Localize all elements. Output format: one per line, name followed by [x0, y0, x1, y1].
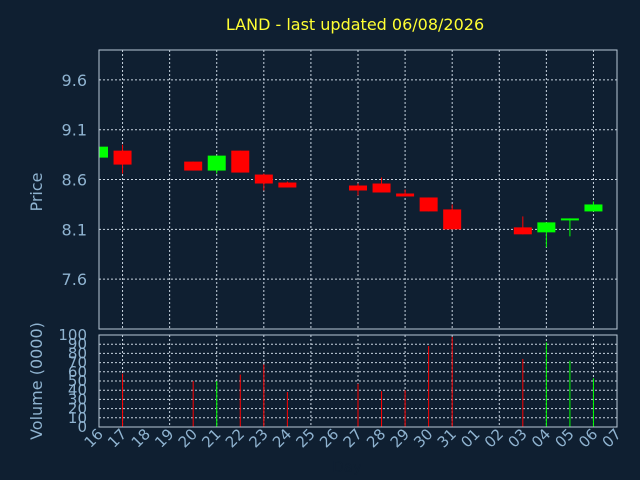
x-tick-label: 21 [198, 425, 224, 451]
price-panel: 7.6 8.1 8.6 9.1 9.6 [62, 49, 618, 330]
volume-axis-label: Volume (0000) [27, 322, 46, 440]
candle-body [207, 155, 226, 171]
x-axis: 1617181920212223242526272829303101020304… [81, 425, 625, 451]
x-tick-label: 22 [222, 425, 248, 451]
volume-tick-label: 70 [68, 354, 87, 372]
candle-body [184, 161, 203, 171]
candle-body [372, 183, 391, 193]
volume-tick-label: 0 [77, 418, 87, 436]
price-tick-label: 9.6 [62, 71, 87, 90]
x-tick-label: 07 [599, 425, 625, 451]
volume-tick-label: 100 [58, 326, 87, 344]
price-tick-label: 7.6 [62, 270, 87, 289]
volume-tick-label: 30 [68, 390, 87, 408]
x-tick-label: 24 [269, 425, 295, 451]
x-tick-label: 26 [316, 425, 342, 451]
candle-body [584, 204, 603, 212]
candle-body [231, 150, 250, 173]
x-tick-label: 01 [457, 425, 483, 451]
candle-body [99, 146, 108, 158]
volume-tick-label: 50 [68, 372, 87, 390]
volume-tick-label: 40 [68, 381, 87, 399]
chart-title: LAND - last updated 06/08/2026 [226, 15, 484, 34]
x-tick-label: 04 [528, 425, 554, 451]
volume-frame [98, 334, 618, 428]
x-tick-label: 27 [340, 425, 366, 451]
x-tick-label: 31 [434, 425, 460, 451]
price-tick-label: 8.1 [62, 220, 87, 239]
candle-body [560, 218, 579, 221]
volume-tick-label: 60 [68, 363, 87, 381]
volume-tick-label: 10 [68, 409, 87, 427]
candle-body [278, 182, 297, 188]
x-tick-label: 03 [504, 425, 530, 451]
candle-body [513, 227, 532, 235]
candle-body [419, 197, 438, 212]
price-frame [98, 49, 618, 330]
candle-body [396, 193, 415, 197]
x-tick-label: 06 [575, 425, 601, 451]
x-tick-label: 02 [481, 425, 507, 451]
candle-body [113, 150, 132, 165]
x-tick-label: 19 [151, 425, 177, 451]
x-tick-label: 29 [387, 425, 413, 451]
price-tick-label: 9.1 [62, 121, 87, 140]
candle-body [254, 174, 273, 184]
x-axis-label: Day [332, 458, 362, 476]
x-tick-label: 25 [293, 425, 319, 451]
candle-body [537, 222, 556, 233]
candle-body [443, 209, 462, 230]
volume-tick-label: 20 [68, 400, 87, 418]
x-tick-label: 30 [410, 425, 436, 451]
x-tick-label: 20 [175, 425, 201, 451]
volume-tick-label: 80 [68, 344, 87, 362]
x-tick-label: 18 [128, 425, 154, 451]
price-axis-label: Price [27, 172, 46, 211]
x-tick-label: 05 [552, 425, 578, 451]
x-tick-label: 28 [363, 425, 389, 451]
volume-tick-label: 90 [68, 335, 87, 353]
x-tick-label: 23 [245, 425, 271, 451]
candle-body [349, 185, 367, 191]
price-tick-label: 8.6 [62, 171, 87, 190]
x-tick-label: 17 [104, 425, 130, 451]
